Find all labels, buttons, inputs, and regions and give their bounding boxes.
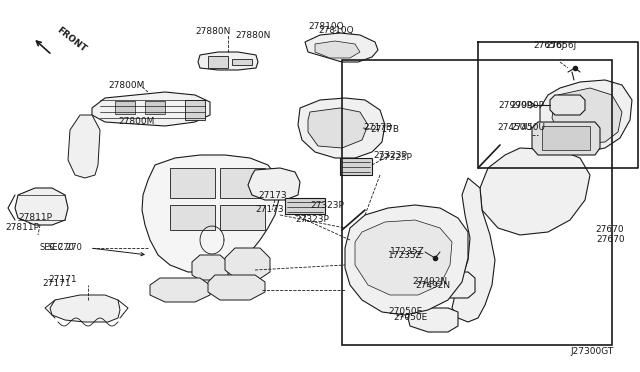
- Text: SEC.270: SEC.270: [48, 244, 83, 253]
- Polygon shape: [340, 158, 372, 175]
- Polygon shape: [552, 88, 622, 144]
- Polygon shape: [115, 101, 135, 114]
- Text: 27173: 27173: [255, 205, 284, 215]
- Polygon shape: [285, 198, 325, 214]
- Text: 27811P: 27811P: [5, 224, 39, 232]
- Text: 17235Z: 17235Z: [390, 247, 425, 257]
- Text: 27990P: 27990P: [510, 100, 544, 109]
- Text: 27880N: 27880N: [235, 31, 270, 39]
- Text: J27300GT: J27300GT: [570, 347, 613, 356]
- Text: 27800M: 27800M: [118, 118, 154, 126]
- Text: 27990P: 27990P: [498, 100, 532, 109]
- Text: 17235Z: 17235Z: [388, 250, 423, 260]
- Text: 27656J: 27656J: [533, 41, 564, 49]
- Text: 27171: 27171: [48, 276, 77, 285]
- Polygon shape: [308, 108, 368, 148]
- Text: 27171: 27171: [42, 279, 70, 288]
- Text: 27810Q: 27810Q: [318, 26, 354, 35]
- Text: 27050E: 27050E: [393, 312, 428, 321]
- Polygon shape: [170, 205, 215, 230]
- Polygon shape: [198, 52, 258, 70]
- Polygon shape: [550, 95, 585, 115]
- Text: SEC.270: SEC.270: [40, 244, 75, 253]
- Text: 27670: 27670: [596, 235, 625, 244]
- Polygon shape: [428, 272, 475, 298]
- Polygon shape: [248, 168, 300, 200]
- Text: 27450U: 27450U: [510, 124, 545, 132]
- Polygon shape: [150, 278, 210, 302]
- Text: 27800M: 27800M: [108, 80, 145, 90]
- Text: 27811P: 27811P: [18, 214, 52, 222]
- Polygon shape: [305, 33, 378, 62]
- Text: 27450U: 27450U: [497, 124, 532, 132]
- Text: 27323P: 27323P: [295, 215, 329, 224]
- Text: 27492N: 27492N: [415, 280, 450, 289]
- Text: 2717B: 2717B: [370, 125, 399, 135]
- Polygon shape: [540, 80, 632, 152]
- Polygon shape: [232, 59, 252, 65]
- Polygon shape: [145, 101, 165, 114]
- Text: 27492N: 27492N: [412, 278, 447, 286]
- Polygon shape: [542, 126, 590, 150]
- Polygon shape: [208, 275, 265, 300]
- Polygon shape: [480, 148, 590, 235]
- Polygon shape: [170, 168, 215, 198]
- Polygon shape: [220, 168, 265, 198]
- Polygon shape: [355, 220, 452, 295]
- Polygon shape: [50, 295, 120, 322]
- Text: 2717B: 2717B: [363, 124, 392, 132]
- Text: 27323P: 27323P: [310, 201, 344, 209]
- Polygon shape: [315, 41, 360, 58]
- Polygon shape: [478, 145, 500, 168]
- Polygon shape: [192, 255, 228, 280]
- Text: 27670: 27670: [595, 225, 623, 234]
- Polygon shape: [15, 188, 68, 225]
- Text: 27810Q: 27810Q: [308, 22, 344, 32]
- Text: FRONT: FRONT: [55, 26, 88, 54]
- Polygon shape: [298, 98, 385, 158]
- Text: 27323P: 27323P: [378, 154, 412, 163]
- Polygon shape: [208, 56, 228, 68]
- Polygon shape: [185, 100, 205, 120]
- Text: 27173: 27173: [258, 190, 287, 199]
- Polygon shape: [142, 155, 280, 272]
- Polygon shape: [342, 210, 365, 230]
- Polygon shape: [225, 248, 270, 280]
- Polygon shape: [68, 115, 100, 178]
- Polygon shape: [532, 122, 600, 155]
- Text: 27323P: 27323P: [373, 151, 407, 160]
- Text: 27880N: 27880N: [195, 28, 230, 36]
- Polygon shape: [220, 205, 265, 230]
- Bar: [342, 60, 612, 345]
- Polygon shape: [452, 178, 495, 322]
- Polygon shape: [408, 308, 458, 332]
- Polygon shape: [345, 205, 468, 315]
- Polygon shape: [92, 92, 210, 126]
- Text: 27656J: 27656J: [545, 41, 576, 49]
- Text: 27050E: 27050E: [388, 308, 422, 317]
